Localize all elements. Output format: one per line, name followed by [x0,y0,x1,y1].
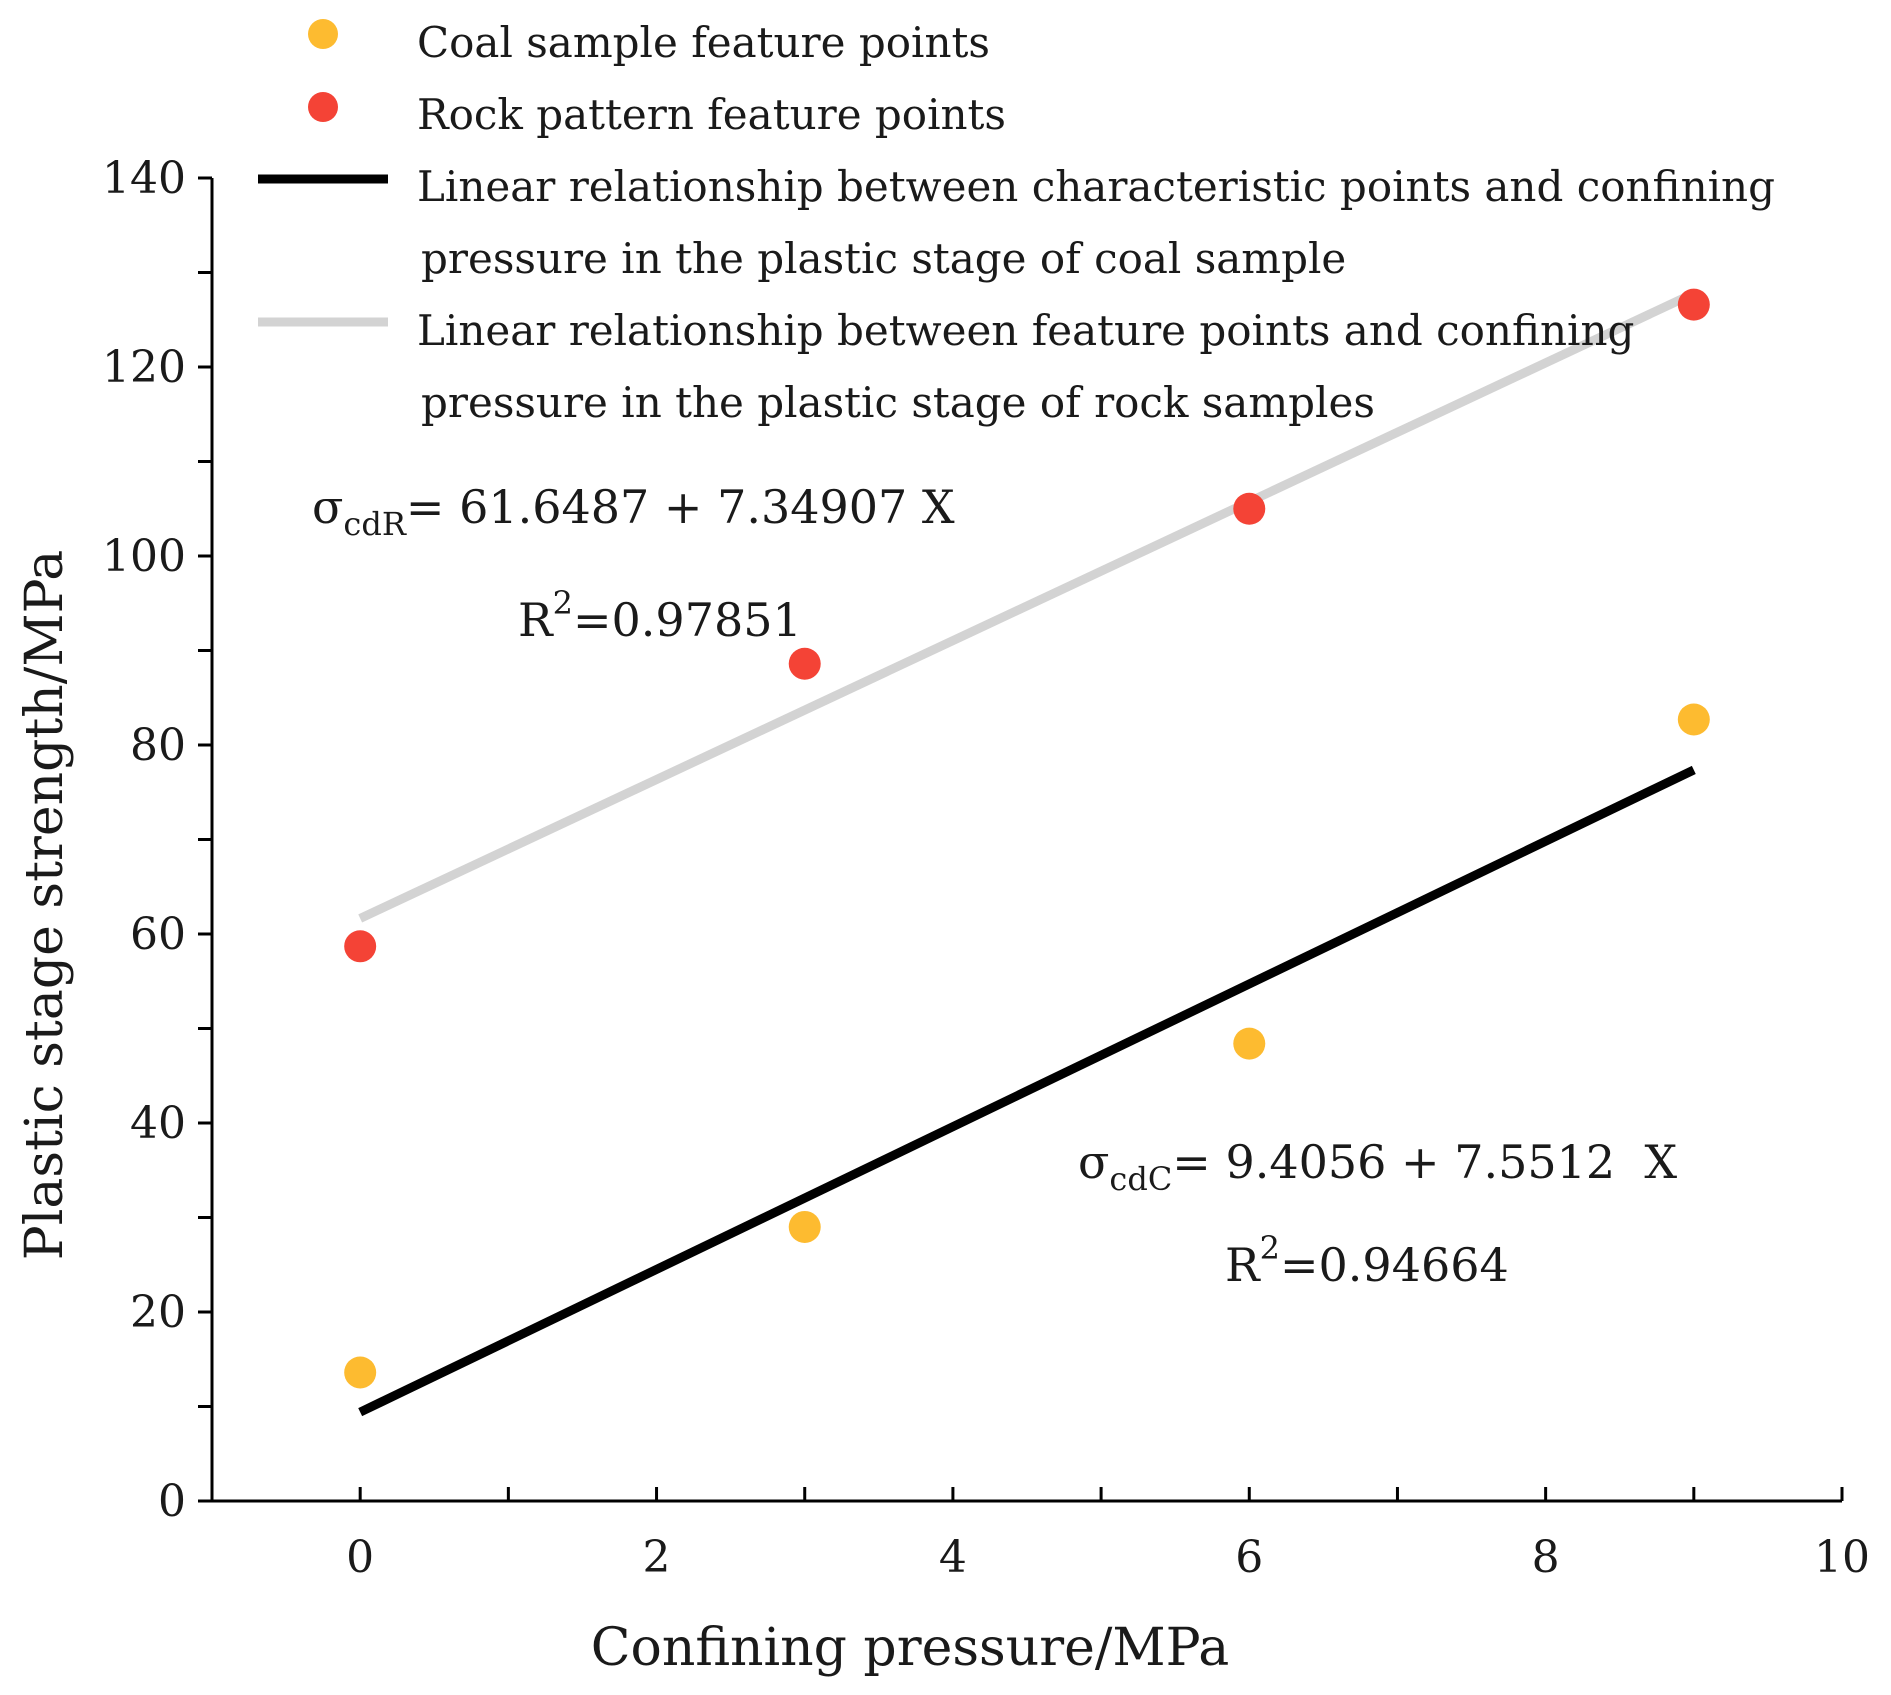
y-tick-label: 100 [102,531,186,582]
rock-fit-r2: R2=0.97851 [518,584,802,647]
coal-data-point [344,1356,377,1389]
fit-lines [358,289,1696,1417]
legend-label-coal: Coal sample feature points [417,18,990,67]
y-tick-label: 40 [130,1098,186,1149]
x-ticks: 0 2 4 6 8 10 [346,1487,1870,1583]
x-axis-title: Confining pressure/MPa [591,1618,1230,1678]
coal-data-point [788,1210,821,1243]
y-tick-label: 80 [130,720,186,771]
scatter-points [344,288,1710,1389]
y-axis-title: Plastic stage strength/MPa [15,550,75,1260]
coal-r2-sup: 2 [1260,1229,1280,1267]
x-tick-label: 4 [939,1532,967,1583]
rock-eq-body: = 61.6487 + 7.34907 X [406,480,955,534]
rock-r2-sup: 2 [553,584,573,622]
legend-marker-coal [308,19,338,49]
x-tick-label: 0 [346,1532,374,1583]
rock-r2-body: =0.97851 [573,593,802,647]
rock-data-point [1677,288,1710,321]
coal-eq-body: = 9.4056 + 7.5512 X [1172,1135,1677,1189]
x-tick-label: 10 [1814,1532,1870,1583]
legend-label-rock: Rock pattern feature points [417,90,1006,139]
legend-marker-rock [308,92,338,122]
rock-r2-base: R [518,593,554,647]
x-tick-label: 8 [1532,1532,1560,1583]
rock-fit-equation: σcdR= 61.6487 + 7.34907 X [312,480,955,543]
annotations: σcdR= 61.6487 + 7.34907 X R2=0.97851 σcd… [312,480,1677,1292]
rock-data-point [788,647,821,680]
legend: Coal sample feature points Rock pattern … [258,18,1775,427]
rock-data-point [344,930,377,963]
y-tick-label: 60 [130,909,186,960]
rock-eq-symbol: σ [312,480,343,534]
legend-label-rock-fit-line1: Linear relationship between feature poin… [417,306,1634,355]
axes: 0 20 40 60 80 100 120 140 0 2 4 6 8 10 [102,153,1870,1583]
x-tick-label: 6 [1235,1532,1263,1583]
legend-label-coal-fit-line1: Linear relationship between characterist… [417,162,1775,211]
coal-data-point [1233,1027,1266,1060]
coal-r2-body: =0.94664 [1280,1238,1509,1292]
x-tick-label: 2 [643,1532,671,1583]
y-tick-label: 20 [130,1287,186,1338]
y-tick-label: 0 [158,1476,186,1527]
coal-fit-line [358,765,1696,1417]
coal-r2-base: R [1225,1238,1261,1292]
rock-eq-subscript: cdR [343,505,406,543]
y-ticks: 0 20 40 60 80 100 120 140 [102,153,212,1527]
coal-fit-r2: R2=0.94664 [1225,1229,1509,1292]
coal-data-point [1677,703,1710,736]
rock-fit-line [358,289,1696,923]
legend-label-rock-fit-line2: pressure in the plastic stage of rock sa… [421,378,1375,427]
y-tick-label: 120 [102,342,186,393]
y-tick-label: 140 [102,153,186,204]
coal-fit-equation: σcdC= 9.4056 + 7.5512 X [1078,1135,1677,1198]
coal-eq-subscript: cdC [1109,1160,1172,1198]
legend-label-coal-fit-line2: pressure in the plastic stage of coal sa… [421,234,1346,283]
rock-data-point [1233,492,1266,525]
coal-eq-symbol: σ [1078,1135,1109,1189]
